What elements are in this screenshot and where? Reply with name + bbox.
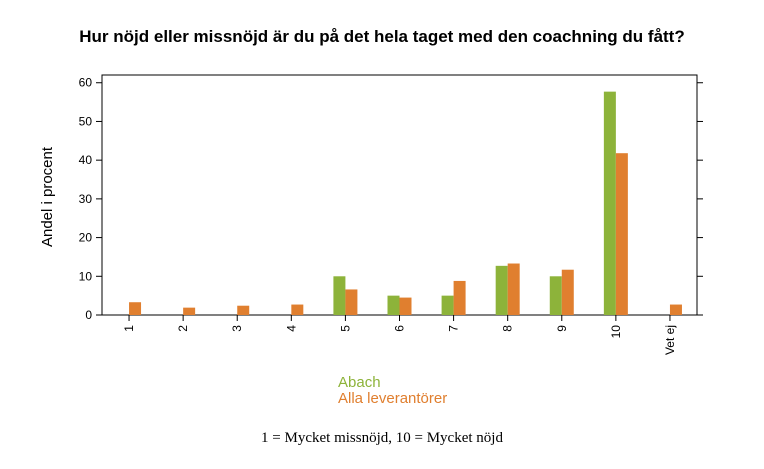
bar-series-1 <box>495 265 508 315</box>
bar-series-2 <box>669 304 682 315</box>
bar-series-1 <box>387 295 400 315</box>
ticks: 0 10 20 30 40 50 60 1 2 3 4 5 6 7 8 9 10 Vet ej <box>79 76 703 355</box>
bar-series-1 <box>441 295 454 315</box>
y-tick-label: 30 <box>79 192 93 206</box>
x-tick-label: 3 <box>230 325 244 332</box>
y-tick-label: 20 <box>79 231 93 245</box>
bars <box>129 91 682 315</box>
x-tick-label: 9 <box>555 325 569 332</box>
y-tick-label: 60 <box>79 76 93 90</box>
bar-series-2 <box>399 297 412 315</box>
x-tick-label: 10 <box>609 325 623 339</box>
bar-series-2 <box>291 304 304 315</box>
bar-series-2 <box>453 280 466 315</box>
x-tick-label: 8 <box>501 325 515 332</box>
bar-series-2 <box>345 289 358 315</box>
bar-series-1 <box>333 276 346 315</box>
x-tick-label: 1 <box>122 325 136 332</box>
y-axis-label: Andel i procent <box>39 146 56 247</box>
bar-series-1 <box>549 276 562 315</box>
bar-series-2 <box>615 153 628 315</box>
bar-series-2 <box>561 269 574 315</box>
bar-series-2 <box>507 263 520 315</box>
x-tick-label: Vet ej <box>663 325 677 355</box>
legend-item-series-1: Abach <box>338 374 381 391</box>
legend-item-series-2: Alla leverantörer <box>338 390 448 407</box>
y-tick-label: 0 <box>85 308 92 322</box>
y-tick-label: 10 <box>79 269 93 283</box>
bar-series-2 <box>237 305 250 315</box>
x-tick-label: 7 <box>447 325 461 332</box>
bar-series-2 <box>129 302 142 315</box>
chart-footnote: 1 = Mycket missnöjd, 10 = Mycket nöjd <box>261 430 503 446</box>
chart-title: Hur nöjd eller missnöjd är du på det hel… <box>79 27 685 46</box>
x-tick-label: 6 <box>393 325 407 332</box>
y-tick-label: 40 <box>79 153 93 167</box>
x-tick-label: 4 <box>284 325 298 332</box>
y-tick-label: 50 <box>79 114 93 128</box>
x-tick-label: 5 <box>338 325 352 332</box>
bar-series-2 <box>183 307 196 315</box>
x-tick-label: 2 <box>176 325 190 332</box>
bar-series-1 <box>603 91 616 315</box>
